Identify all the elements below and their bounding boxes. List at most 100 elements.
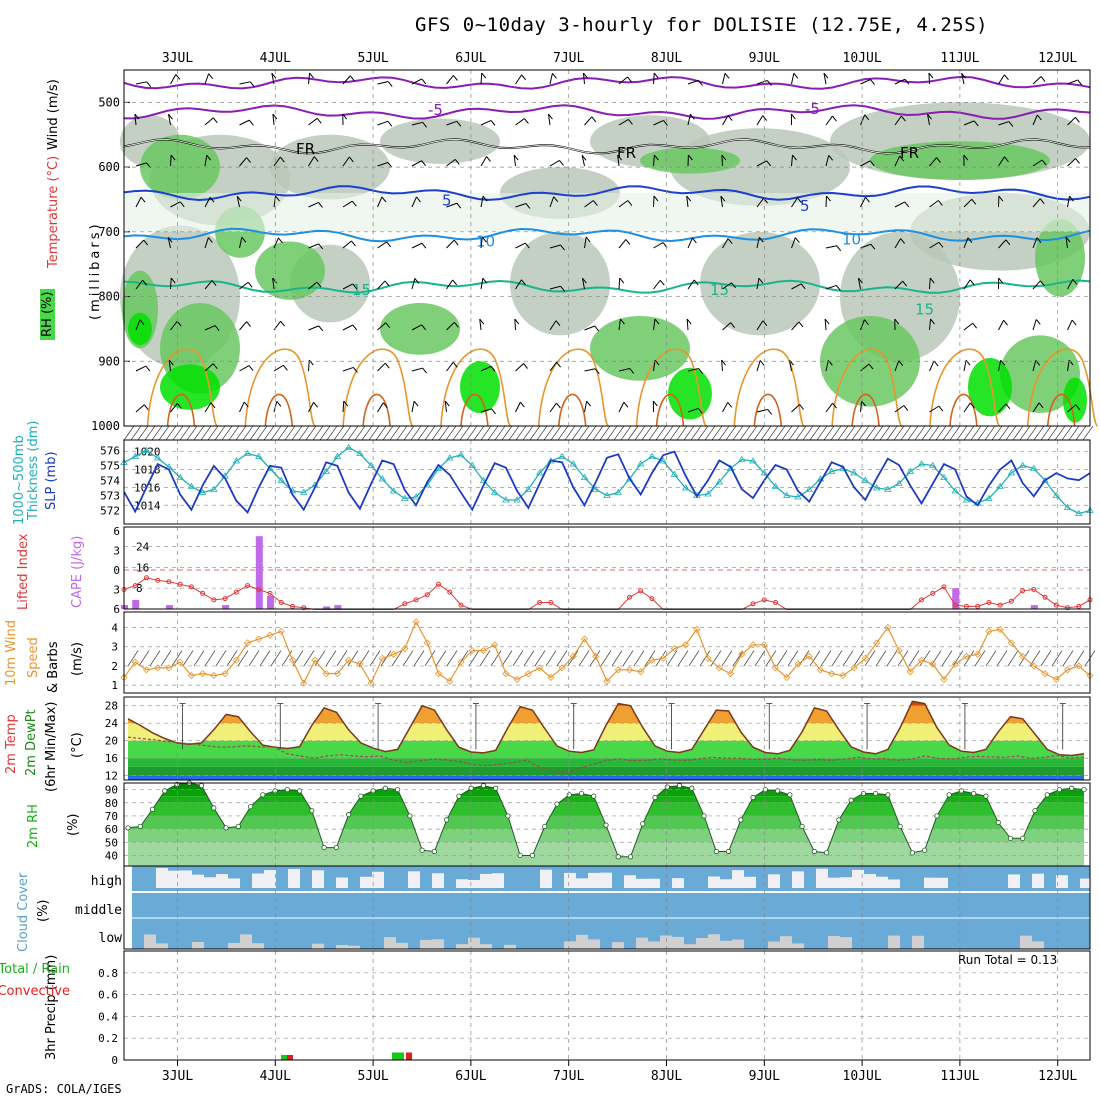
ground-hatch bbox=[410, 425, 422, 441]
ground-hatch bbox=[375, 425, 387, 441]
cloud-low-cell bbox=[612, 942, 624, 949]
wind-barb-flag bbox=[698, 368, 704, 374]
cloud-high-cell bbox=[1056, 875, 1068, 888]
wind-barb bbox=[480, 196, 484, 208]
thickness-point bbox=[1075, 509, 1083, 516]
wind-barb-flag bbox=[963, 154, 969, 161]
cape-tick: 16 bbox=[136, 561, 149, 574]
ground-hatch bbox=[123, 425, 135, 441]
wind-barb bbox=[687, 114, 691, 126]
rh-point bbox=[909, 850, 916, 856]
wind-barb-flag bbox=[385, 322, 391, 329]
wind-barb-flag bbox=[899, 155, 905, 162]
wind-barb bbox=[1067, 404, 1077, 413]
wind-speed-point bbox=[311, 656, 319, 664]
thickness-point bbox=[929, 461, 937, 468]
wind-barb-flag bbox=[767, 409, 773, 415]
temp-unit: (°C) bbox=[70, 732, 85, 758]
wind-barb-hatch bbox=[809, 650, 821, 667]
wind-barb bbox=[271, 73, 275, 85]
date-label-top: 11JUL bbox=[940, 51, 979, 66]
dewpoint-contour bbox=[929, 348, 1001, 427]
wind-barb bbox=[653, 72, 655, 85]
cloud-high-cell bbox=[720, 879, 732, 888]
wind-speed-point bbox=[142, 666, 151, 674]
temp-tick: 24 bbox=[105, 717, 119, 730]
wind-speed-point bbox=[322, 670, 330, 678]
rh-tick: 50 bbox=[105, 836, 118, 849]
wind-barb-hatch bbox=[545, 650, 557, 667]
wind-barb bbox=[446, 202, 458, 208]
wind-speed-point bbox=[749, 641, 757, 649]
thickness-point bbox=[951, 487, 959, 494]
wind-barb-flag bbox=[1065, 236, 1071, 243]
wind-barb bbox=[167, 237, 171, 249]
wind-barb bbox=[929, 241, 940, 249]
rh-point bbox=[1081, 786, 1087, 793]
wind-barb-flag bbox=[581, 154, 587, 161]
ground-hatch bbox=[445, 425, 457, 441]
wind-barb-flag bbox=[170, 277, 176, 284]
ground-hatch bbox=[1054, 425, 1066, 441]
rh-point bbox=[137, 823, 143, 830]
wind-barb-hatch bbox=[424, 650, 436, 667]
wind-barb bbox=[1032, 360, 1037, 372]
rh-point bbox=[529, 852, 536, 859]
wind-barb bbox=[273, 364, 284, 372]
ground-hatch bbox=[186, 425, 198, 441]
thickness-point bbox=[479, 476, 488, 483]
wind-barb-flag bbox=[826, 195, 831, 202]
cloud-high-cell bbox=[732, 870, 744, 888]
rh-point bbox=[774, 788, 781, 794]
wind-barb bbox=[584, 237, 587, 249]
wind-barb-flag bbox=[1005, 239, 1011, 246]
thickness-point bbox=[210, 485, 218, 492]
rh-blob bbox=[460, 361, 500, 414]
cape-bar bbox=[222, 605, 230, 609]
wind-speed-point bbox=[547, 673, 555, 682]
wind-barb bbox=[894, 280, 904, 290]
rh-point bbox=[762, 786, 768, 793]
ground-hatch bbox=[382, 425, 394, 441]
cloud-high-cell bbox=[840, 877, 852, 888]
li-point bbox=[155, 577, 161, 583]
wind-barb bbox=[515, 203, 527, 208]
rh-blob bbox=[968, 358, 1012, 417]
wind-speed-point bbox=[390, 650, 398, 658]
wind-barb bbox=[515, 118, 525, 126]
rh-point bbox=[407, 813, 413, 819]
wind-barb-flag bbox=[214, 325, 220, 331]
wind-barb bbox=[653, 319, 656, 331]
wind-barb-flag bbox=[1036, 237, 1042, 244]
wind-barb-flag bbox=[721, 154, 727, 161]
wind-barb-flag bbox=[211, 280, 217, 286]
cloud-low-cell bbox=[648, 941, 660, 949]
wind-barb-flag bbox=[548, 113, 553, 120]
wind-barb bbox=[894, 360, 900, 372]
wind-barb-flag bbox=[686, 195, 692, 202]
ground-hatch bbox=[627, 425, 639, 441]
wind-barb bbox=[584, 368, 596, 372]
li-point bbox=[963, 603, 969, 609]
wind-barb-hatch bbox=[875, 650, 887, 667]
wind-barb-flag bbox=[134, 113, 140, 120]
ground-hatch bbox=[816, 425, 828, 441]
rh-point bbox=[554, 801, 560, 807]
thickness-point bbox=[940, 473, 948, 480]
li-point bbox=[1008, 598, 1014, 604]
rh-band bbox=[128, 802, 1084, 816]
li-point bbox=[1076, 603, 1082, 609]
wind-barb bbox=[135, 279, 144, 290]
cape-bar bbox=[323, 606, 331, 609]
rh-point bbox=[946, 792, 952, 798]
wind-barb bbox=[963, 322, 973, 331]
wind-barb-flag bbox=[663, 120, 668, 126]
wind-barb bbox=[929, 319, 932, 331]
wind-barb-hatch bbox=[1007, 650, 1019, 667]
wind-barb bbox=[480, 119, 492, 126]
wind-barb-flag bbox=[456, 120, 462, 127]
wind-barb-flag bbox=[209, 196, 215, 203]
wind-barb bbox=[998, 74, 1005, 85]
wind-barb bbox=[998, 319, 1004, 331]
wind-barb bbox=[860, 319, 865, 331]
